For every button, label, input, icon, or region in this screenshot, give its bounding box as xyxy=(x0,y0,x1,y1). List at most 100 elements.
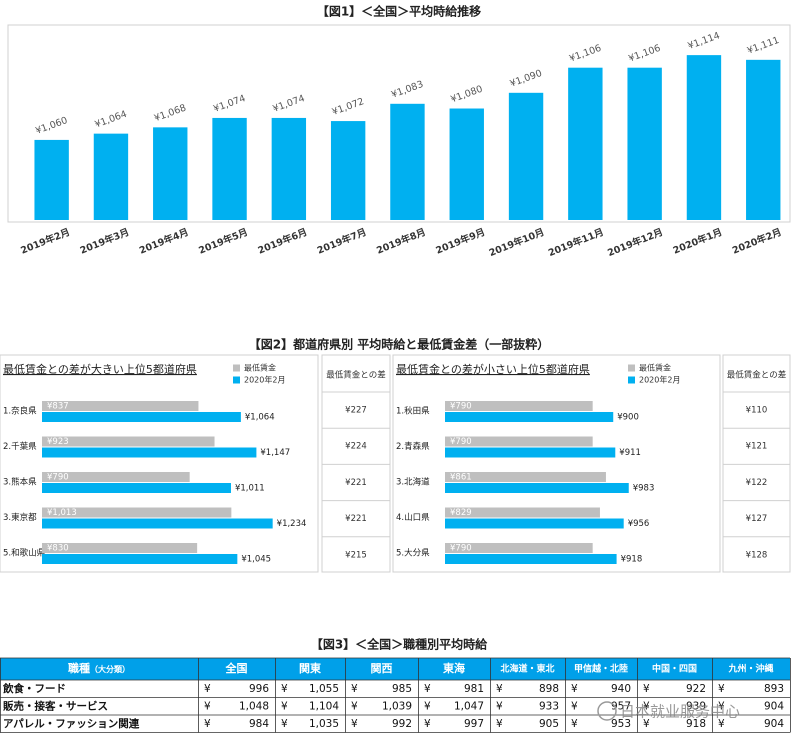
value-label: ¥790 xyxy=(450,402,472,412)
table-cell: 904 xyxy=(764,718,784,730)
bar xyxy=(445,436,593,447)
table-currency: ¥ xyxy=(424,718,431,730)
table-column-header: 全国 xyxy=(225,661,248,675)
value-label: ¥790 xyxy=(47,473,69,483)
value-label: ¥918 xyxy=(621,555,643,565)
value-label: ¥1,111 xyxy=(746,35,781,57)
x-tick-label: 2019年3月 xyxy=(78,226,131,257)
legend-label: 最低賃金 xyxy=(639,363,671,373)
bar xyxy=(686,55,722,221)
table-header-main: 職種 xyxy=(68,661,90,675)
table-column-header: 関東 xyxy=(299,661,322,675)
value-label: ¥1,072 xyxy=(331,96,366,118)
y-tick-label: 5.和歌山県 xyxy=(3,548,46,559)
value-label: ¥923 xyxy=(47,437,69,447)
table-row-label: 飲食・フード xyxy=(2,682,66,695)
value-label: ¥1,074 xyxy=(212,93,247,115)
bar xyxy=(746,59,781,220)
subtitle: 最低賃金との差が大きい上位5都道府県 xyxy=(3,362,197,376)
table-currency: ¥ xyxy=(424,683,431,695)
legend-swatch xyxy=(233,376,240,384)
value-label: ¥1,106 xyxy=(568,43,603,65)
value-label: ¥837 xyxy=(47,402,69,412)
table-cell: 1,048 xyxy=(239,700,269,712)
table-column-header: 関西 xyxy=(371,662,393,675)
table-currency: ¥ xyxy=(571,683,578,695)
bar xyxy=(390,103,425,220)
table-cell: 893 xyxy=(764,683,784,695)
figure2-left-diff-frame xyxy=(321,354,391,573)
x-tick-label: 2019年7月 xyxy=(315,226,368,257)
table-row-label: アパレル・ファッション関連 xyxy=(3,717,140,730)
bar xyxy=(627,67,662,221)
table-currency: ¥ xyxy=(643,700,650,712)
bar xyxy=(445,518,624,529)
figure1-frame xyxy=(7,24,791,223)
bar xyxy=(42,483,231,493)
table-column-header: 中国・四国 xyxy=(652,663,697,675)
bar xyxy=(42,412,241,422)
table-cell: 984 xyxy=(249,718,269,730)
x-tick-label: 2019年5月 xyxy=(197,226,250,257)
y-tick-label: 2.青森県 xyxy=(396,441,430,452)
table-cell: 1,039 xyxy=(382,700,412,712)
x-tick-label: 2019年9月 xyxy=(434,226,487,257)
table-header-sub: （大分類） xyxy=(90,664,130,674)
table-currency: ¥ xyxy=(204,718,211,730)
bar xyxy=(445,447,616,458)
diff-value: ¥227 xyxy=(345,406,367,416)
table-currency: ¥ xyxy=(424,700,431,712)
table-currency: ¥ xyxy=(496,718,503,730)
table-cell: 997 xyxy=(464,718,484,730)
legend-swatch xyxy=(628,376,635,384)
table-cell: 1,035 xyxy=(309,718,339,730)
bar xyxy=(42,507,232,518)
table-currency: ¥ xyxy=(718,700,725,712)
bar xyxy=(42,436,215,447)
y-tick-label: 1.秋田県 xyxy=(396,406,430,417)
diff-value: ¥127 xyxy=(746,514,768,524)
table-cell: 953 xyxy=(611,718,631,730)
value-label: ¥1,064 xyxy=(245,413,275,423)
bar xyxy=(445,472,606,482)
table-cell: 1,047 xyxy=(454,700,484,712)
bar xyxy=(330,121,366,220)
value-label: ¥1,011 xyxy=(235,484,265,494)
table-currency: ¥ xyxy=(643,718,650,730)
x-tick-label: 2019年8月 xyxy=(375,226,428,257)
y-tick-label: 3.熊本県 xyxy=(3,477,37,488)
diff-value: ¥110 xyxy=(746,406,768,416)
y-tick-label: 1.奈良県 xyxy=(3,406,37,417)
bar xyxy=(42,543,198,553)
bar xyxy=(212,117,247,220)
value-label: ¥861 xyxy=(450,473,472,483)
value-label: ¥956 xyxy=(628,519,650,529)
x-tick-label: 2019年4月 xyxy=(138,226,191,257)
bar xyxy=(445,412,614,422)
table-currency: ¥ xyxy=(496,683,503,695)
figure2-right-diff-frame xyxy=(722,354,791,573)
table-cell: 992 xyxy=(392,718,412,730)
figure3-title: 【図3】＜全国＞職種別平均時給 xyxy=(311,637,488,652)
table-currency: ¥ xyxy=(718,683,725,695)
table-currency: ¥ xyxy=(496,700,503,712)
table-column-header: 甲信越・北陸 xyxy=(574,663,628,675)
value-label: ¥829 xyxy=(450,508,472,518)
value-label: ¥1,068 xyxy=(153,103,188,125)
diff-header: 最低賃金との差 xyxy=(326,370,385,381)
table-column-header: 東海 xyxy=(443,661,465,675)
table-currency: ¥ xyxy=(281,718,288,730)
diff-value: ¥128 xyxy=(746,550,768,560)
bar xyxy=(42,472,190,482)
bar xyxy=(445,401,593,411)
value-label: ¥1,074 xyxy=(271,93,306,115)
bar xyxy=(42,518,273,529)
value-label: ¥983 xyxy=(633,484,655,494)
x-tick-label: 2019年10月 xyxy=(487,226,546,259)
table-currency: ¥ xyxy=(204,683,211,695)
bar xyxy=(445,543,593,553)
watermark: 日本就业服务中心 xyxy=(620,703,740,721)
table-column-header: 九州・沖縄 xyxy=(727,663,773,675)
legend-label: 2020年2月 xyxy=(639,375,680,385)
